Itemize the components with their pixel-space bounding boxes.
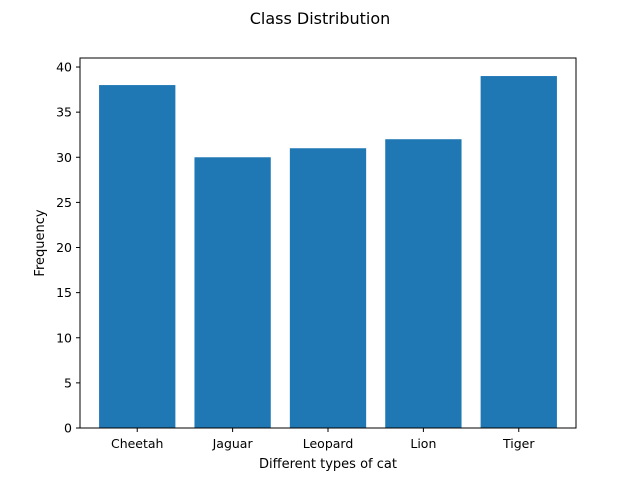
x-axis: Cheetah Jaguar Leopard Lion Tiger [111, 428, 535, 451]
bar-lion [385, 139, 462, 428]
y-tick-label: 40 [56, 60, 72, 75]
plot-frame [79, 57, 577, 429]
y-tick-label: 25 [56, 195, 72, 210]
y-tick-label: 35 [56, 105, 72, 120]
x-tick-label: Tiger [502, 436, 535, 451]
bars-group [99, 76, 557, 429]
y-tick-label: 15 [56, 285, 72, 300]
chart-title: Class Distribution [250, 9, 391, 28]
x-tick-label: Lion [410, 436, 436, 451]
y-axis-label: Frequency [33, 209, 48, 276]
bar-leopard [289, 148, 367, 428]
y-tick-label: 0 [64, 421, 72, 436]
y-tick-label: 30 [56, 150, 72, 165]
y-axis: 0 5 10 15 20 25 30 35 40 [56, 60, 80, 436]
bar-tiger [480, 76, 557, 429]
y-tick-label: 20 [56, 240, 72, 255]
bar-cheetah [99, 85, 176, 428]
x-tick-label: Cheetah [111, 436, 164, 451]
x-tick-label: Jaguar [212, 436, 254, 451]
bar-jaguar [194, 157, 271, 428]
y-tick-label: 5 [64, 375, 72, 390]
x-tick-label: Leopard [303, 436, 354, 451]
x-axis-label: Different types of cat [259, 457, 397, 472]
y-tick-label: 10 [56, 330, 72, 345]
